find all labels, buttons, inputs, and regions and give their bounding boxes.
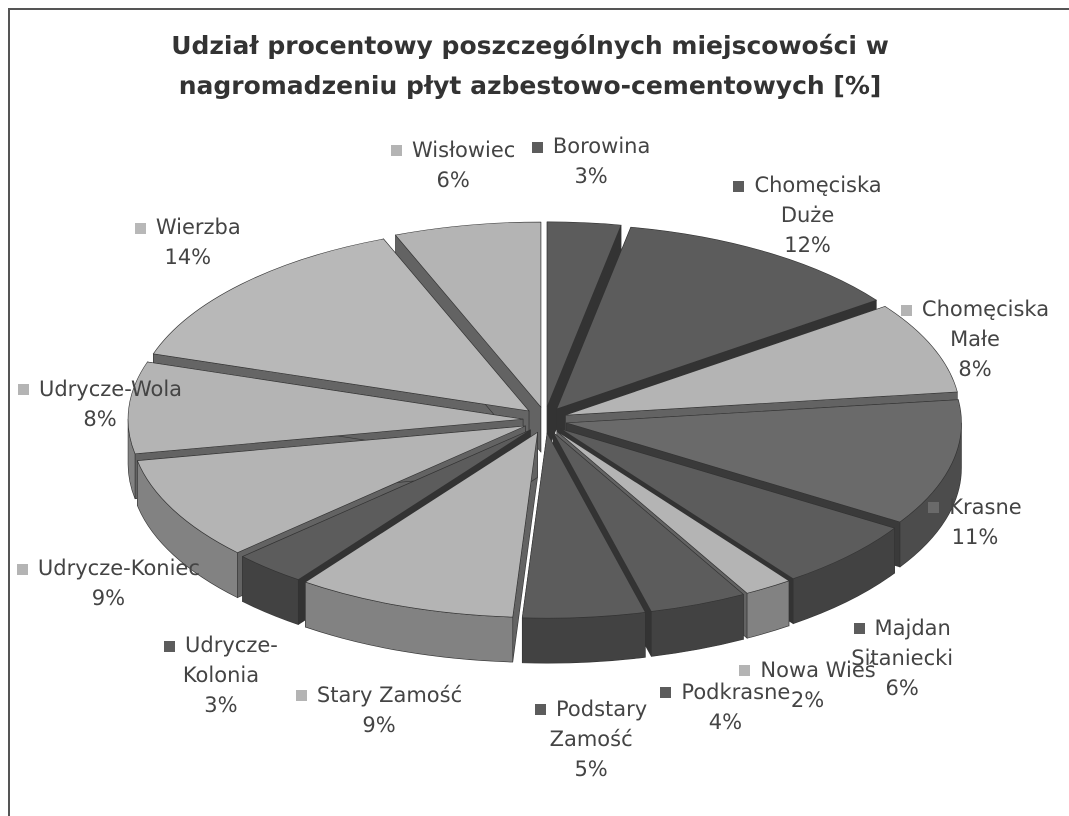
value-label: 12% <box>784 233 831 258</box>
slice <box>521 432 646 664</box>
slice-top <box>556 430 790 594</box>
legend-swatch <box>17 384 29 396</box>
legend-swatch <box>535 704 546 716</box>
legend-swatch <box>134 222 146 234</box>
value-label: 2% <box>790 687 825 712</box>
data-label: Wisłowiec 6% <box>358 135 548 195</box>
data-label: Udrycze-Koniec 9% <box>13 553 203 613</box>
data-label: Udrycze-Wola 8% <box>5 374 195 434</box>
legend-label: Krasne <box>949 494 1022 519</box>
data-label: Podkrasne 4% <box>630 677 820 737</box>
slice-top <box>560 428 896 580</box>
slice-top <box>566 399 962 523</box>
legend-swatch <box>739 665 751 677</box>
legend-swatch <box>16 563 28 575</box>
slice-top <box>241 429 531 580</box>
data-label: Udrycze-Kolonia 3% <box>126 630 316 720</box>
data-label: Nowa Wieś 2% <box>713 655 903 715</box>
slice-top <box>304 431 538 618</box>
value-label: 11% <box>951 524 999 549</box>
slice-top <box>394 221 542 408</box>
legend-label: Chomęciska Małe <box>921 297 1050 352</box>
chart-title: Udział procentowy poszczególnych miejsco… <box>171 31 889 100</box>
value-label: 8% <box>83 406 117 431</box>
data-label: Majdan Sitaniecki 6% <box>807 613 997 703</box>
value-label: 6% <box>885 675 919 700</box>
slice-top <box>556 226 878 410</box>
legend-label: Borowina <box>552 134 651 159</box>
legend-label: Wisłowiec <box>411 137 516 162</box>
legend-swatch <box>900 304 912 316</box>
legend-swatch <box>660 687 672 699</box>
slice-top <box>546 221 622 407</box>
slice-top <box>552 432 745 612</box>
value-label: 4% <box>708 709 743 734</box>
value-label: 9% <box>362 712 396 737</box>
legend-label: Udrycze-Wola <box>38 376 183 401</box>
legend-label: Majdan Sitaniecki <box>851 615 954 670</box>
legend-label: Podstary Zamość <box>549 696 648 751</box>
value-label: 8% <box>958 357 992 382</box>
frame <box>8 8 1069 816</box>
legend-swatch <box>733 180 745 192</box>
value-label: 14% <box>164 245 212 270</box>
legend-swatch <box>390 145 402 157</box>
legend-swatch <box>531 141 543 153</box>
legend-label: Udrycze-Kolonia <box>182 633 278 688</box>
slice-top <box>152 238 530 412</box>
legend-swatch <box>295 690 307 702</box>
legend-label: Udrycze-Koniec <box>37 556 200 581</box>
value-label: 6% <box>436 167 470 192</box>
data-label: Chomęciska Małe 8% <box>880 294 1069 384</box>
slice-top <box>136 425 526 553</box>
legend-label: Stary Zamość <box>316 682 463 707</box>
value-label: 3% <box>574 164 608 189</box>
data-label: Krasne 11% <box>880 492 1069 552</box>
legend-swatch <box>853 623 865 635</box>
slice-top <box>127 361 524 455</box>
legend-swatch <box>164 640 176 652</box>
legend-swatch <box>928 502 940 514</box>
value-label: 5% <box>574 756 608 781</box>
data-label: Borowina 3% <box>496 131 686 191</box>
legend-label: Chomęciska Duże <box>754 173 882 228</box>
slice <box>304 431 538 663</box>
data-label: Stary Zamość 9% <box>284 680 474 740</box>
data-label: Wierzba 14% <box>93 212 283 272</box>
value-label: 3% <box>204 693 238 718</box>
data-label: Podstary Zamość 5% <box>496 694 686 784</box>
legend-label: Nowa Wieś <box>760 657 876 682</box>
legend-label: Podkrasne <box>681 679 791 704</box>
legend-label: Wierzba <box>155 215 241 240</box>
slice-top <box>565 306 958 416</box>
data-label: Chomęciska Duże 12% <box>713 170 903 260</box>
slice-side <box>521 611 646 664</box>
value-label: 9% <box>91 586 126 611</box>
slice-top <box>521 432 646 619</box>
